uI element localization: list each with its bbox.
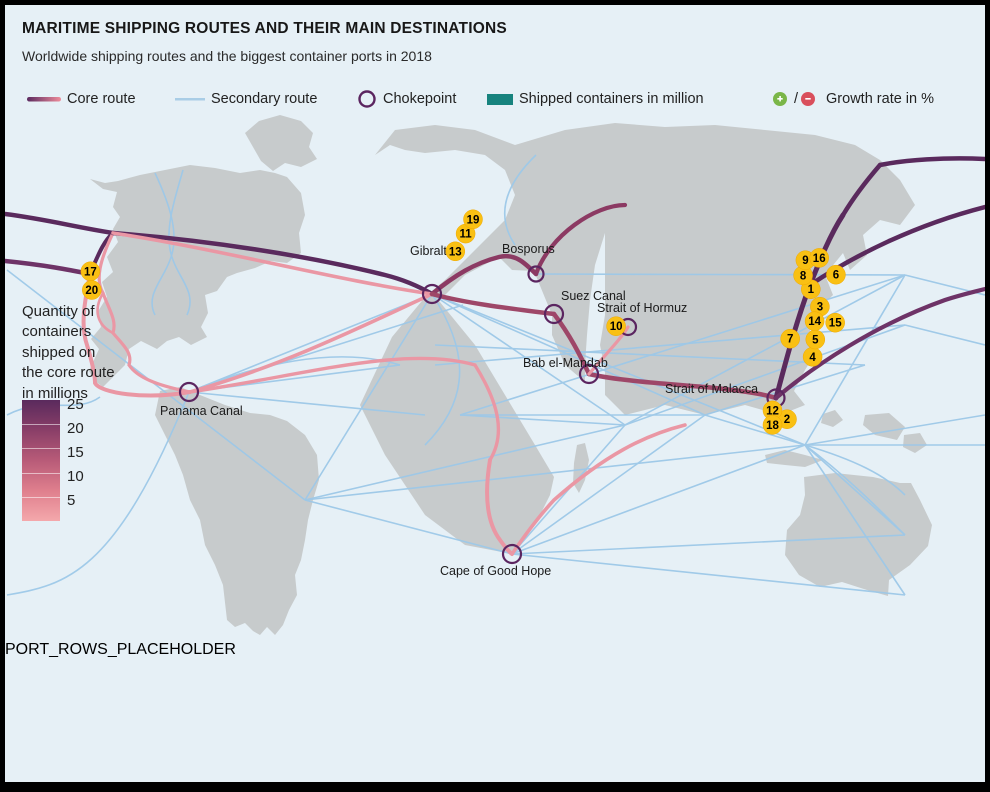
svg-text:8: 8	[800, 270, 807, 282]
svg-text:5: 5	[812, 335, 819, 347]
svg-text:11: 11	[460, 229, 473, 241]
svg-text:Panama Canal: Panama Canal	[160, 404, 243, 418]
svg-text:Strait of Malacca: Strait of Malacca	[665, 382, 758, 396]
svg-text:3: 3	[817, 302, 823, 314]
svg-text:4: 4	[809, 352, 816, 364]
svg-text:16: 16	[813, 253, 826, 265]
svg-text:17: 17	[84, 266, 97, 278]
svg-text:19: 19	[467, 214, 480, 226]
svg-text:13: 13	[449, 246, 462, 258]
svg-text:Bab el-Mandab: Bab el-Mandab	[523, 356, 608, 370]
svg-text:10: 10	[610, 321, 623, 333]
svg-text:2: 2	[784, 414, 790, 426]
svg-text:6: 6	[833, 270, 839, 282]
svg-text:Strait of Hormuz: Strait of Hormuz	[597, 301, 687, 315]
svg-text:20: 20	[85, 285, 98, 297]
svg-text:18: 18	[766, 420, 779, 432]
svg-text:7: 7	[787, 334, 793, 346]
svg-text:15: 15	[829, 318, 842, 330]
svg-text:1: 1	[808, 284, 815, 296]
svg-text:9: 9	[802, 255, 808, 267]
svg-text:Bosporus: Bosporus	[502, 242, 555, 256]
svg-text:14: 14	[808, 316, 821, 328]
svg-text:Cape of Good Hope: Cape of Good Hope	[440, 564, 551, 578]
